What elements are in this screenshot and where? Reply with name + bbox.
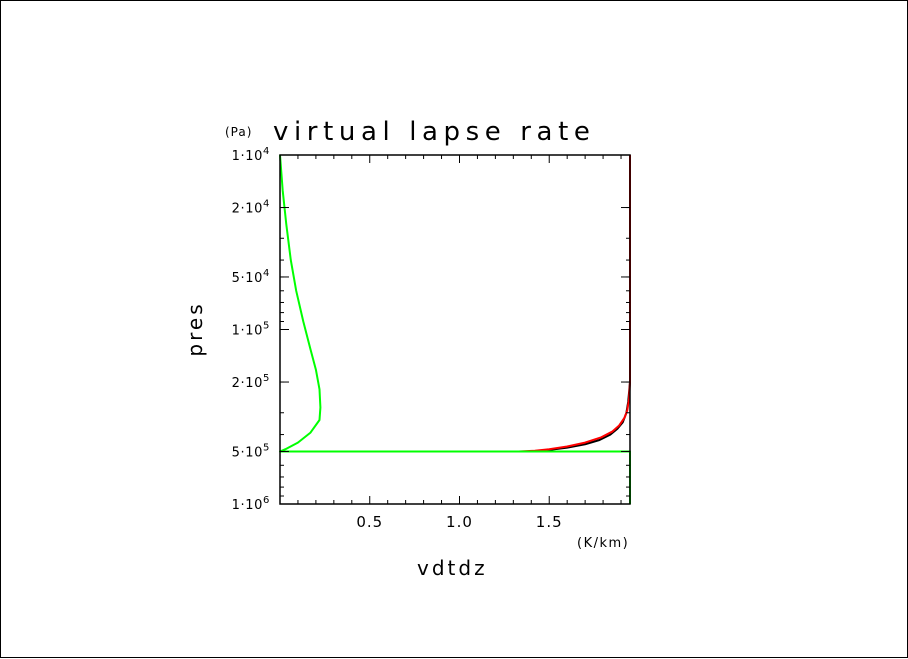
y-tick-label: 2·104 [232,199,270,217]
series-line-3 [279,154,631,504]
y-tick-label: 1·106 [232,495,270,513]
x-unit-label: (K/km) [577,536,629,551]
plot-area [279,154,631,505]
ticks-layer: 0.5 1.0 1.5 1·104 2·104 5·104 1·105 2·105 5·105 1… [232,146,630,531]
x-tick-label: 1.5 [536,513,563,531]
y-tick-label: 5·104 [232,268,270,286]
x-tick-label: 0.5 [356,513,383,531]
y-tick-label: 2·105 [232,373,270,391]
y-tick-label: 5·105 [232,442,270,460]
y-axis-label: pres [183,301,207,356]
series-line-2 [517,155,631,453]
y-tick-label: 1·104 [232,146,270,164]
x-axis-label: vdtdz [417,556,488,580]
y-unit-label: (Pa) [225,125,252,139]
series-layer [279,154,631,504]
y-tick-label: 1·105 [232,321,270,339]
x-tick-label: 1.0 [446,513,473,531]
chart-title: virtual lapse rate [273,117,595,147]
